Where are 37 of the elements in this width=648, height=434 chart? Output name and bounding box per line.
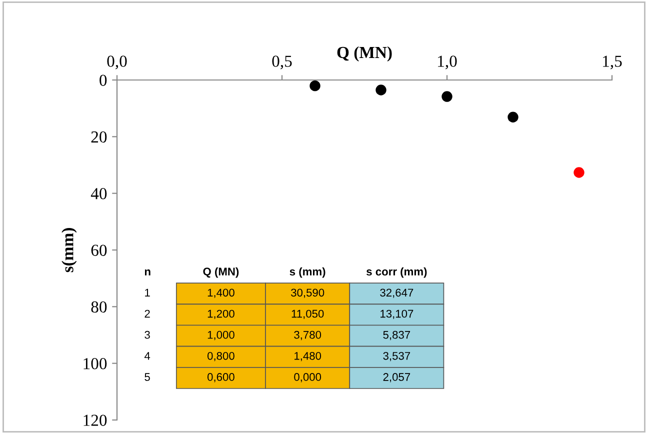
y-tick-label: 100: [84, 358, 107, 370]
annotation: 1,000: [208, 330, 234, 340]
annotation: 4: [144, 352, 150, 360]
x-tick-label: 1,0: [438, 56, 457, 70]
annotation: 30,590: [291, 288, 324, 298]
annotation: 3: [144, 330, 150, 339]
annotation: 11,050: [292, 310, 324, 319]
annotation: 1: [145, 288, 150, 296]
y-tick-label: 0: [100, 74, 107, 86]
y-axis-title: s(mm): [62, 228, 77, 272]
annotation: 0,600: [207, 373, 234, 382]
annotation: 0,000: [294, 373, 322, 382]
y-tick-label: 20: [91, 131, 107, 143]
x-tick-label: 1,5: [603, 56, 622, 70]
annotation: 3,537: [383, 352, 410, 362]
annotation: 0,800: [207, 352, 234, 362]
y-tick-label: 80: [91, 301, 107, 313]
annotation: 5,837: [383, 330, 410, 340]
x-tick-label: 0,0: [107, 56, 127, 70]
annotation: s corr (mm): [366, 267, 427, 278]
annotation: n: [144, 269, 150, 276]
x-tick-label: 0,5: [272, 56, 292, 70]
annotation: 2: [144, 310, 150, 318]
annotation: 1,480: [294, 352, 322, 362]
annotation: 5: [144, 373, 150, 381]
annotation: s (mm): [290, 267, 326, 278]
annotation: 3,780: [294, 330, 322, 340]
y-tick-label: 40: [90, 188, 107, 200]
annotation: 1,200: [208, 310, 234, 319]
annotation: 13,107: [380, 310, 414, 319]
annotation: 1,400: [208, 288, 234, 298]
annotation: Q (MN): [203, 267, 239, 278]
x-axis-title: Q (MN): [337, 46, 392, 62]
annotation: 32,647: [380, 288, 414, 298]
annotation: 2,057: [383, 373, 410, 382]
y-tick-label: 60: [91, 244, 107, 256]
y-tick-label: 120: [84, 414, 107, 426]
